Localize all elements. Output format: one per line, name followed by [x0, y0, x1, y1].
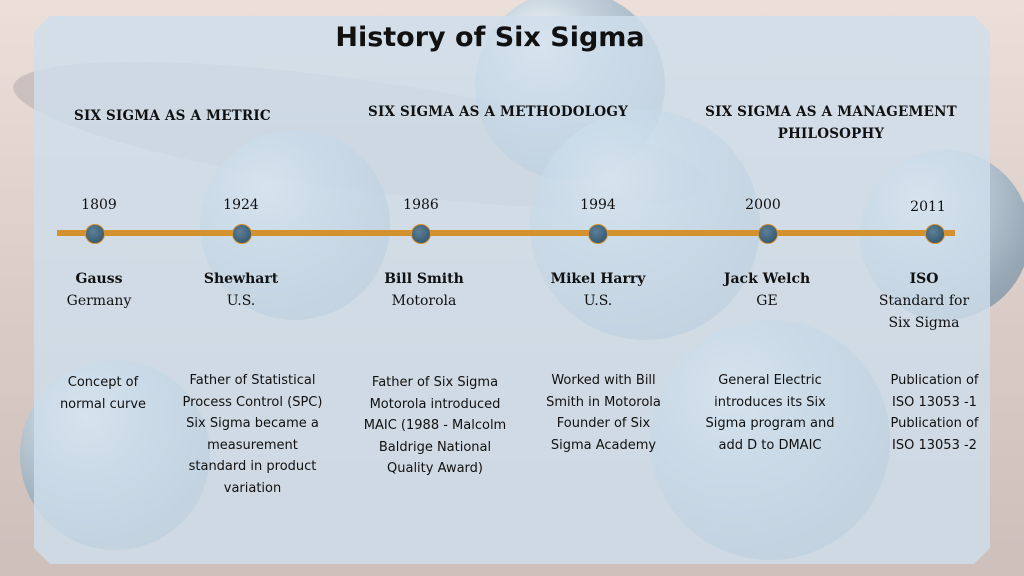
person-name: ISO [909, 271, 939, 287]
milestone-person: Bill Smith Motorola [354, 268, 494, 312]
milestone-description: General Electric introduces its Six Sigm… [705, 373, 835, 453]
milestone-description: Father of Statistical Process Control (S… [182, 373, 323, 496]
page-title: History of Six Sigma [335, 22, 645, 53]
milestone-description: Concept of normal curve [59, 375, 147, 412]
person-name: Jack Welch [723, 271, 811, 287]
timeline-dot [758, 224, 778, 244]
year-label: 1994 [580, 197, 616, 213]
person-origin: GE [756, 293, 778, 309]
timeline-dot [85, 224, 105, 244]
milestone-description: Publication of ISO 13053 -1 Publication … [890, 373, 979, 453]
timeline-dot [411, 224, 431, 244]
milestone-person: Gauss Germany [29, 268, 169, 312]
year-label: 1986 [403, 197, 439, 213]
timeline-line [57, 230, 955, 236]
person-name: Mikel Harry [550, 271, 646, 287]
person-origin: U.S. [226, 293, 256, 309]
milestone-person: Shewhart U.S. [171, 268, 311, 312]
content-panel [34, 16, 990, 564]
milestone-person: ISO Standard for Six Sigma [869, 268, 979, 334]
person-name: Shewhart [203, 271, 279, 287]
person-origin: Motorola [391, 293, 457, 309]
timeline-dot [588, 224, 608, 244]
milestone-description: Worked with Bill Smith in Motorola Found… [546, 373, 661, 453]
person-name: Gauss [75, 271, 123, 287]
milestone-person: Jack Welch GE [697, 268, 837, 312]
year-label: 1809 [81, 197, 117, 213]
milestone-description: Father of Six Sigma Motorola introduced … [363, 375, 507, 476]
year-label: 1924 [223, 197, 259, 213]
timeline-dot [925, 224, 945, 244]
timeline-dot [232, 224, 252, 244]
person-origin: U.S. [583, 293, 613, 309]
milestone-person: Mikel Harry U.S. [528, 268, 668, 312]
person-origin: Standard for Six Sigma [878, 293, 970, 331]
person-name: Bill Smith [384, 271, 464, 287]
era-heading-metric: SIX SIGMA AS A METRIC [74, 108, 271, 124]
person-origin: Germany [66, 293, 132, 309]
era-heading-methodology: SIX SIGMA AS A METHODOLOGY [368, 104, 628, 120]
year-label: 2011 [910, 199, 946, 215]
year-label: 2000 [745, 197, 781, 213]
era-heading-management-philosophy: SIX SIGMA AS A MANAGEMENT PHILOSOPHY [705, 104, 957, 142]
